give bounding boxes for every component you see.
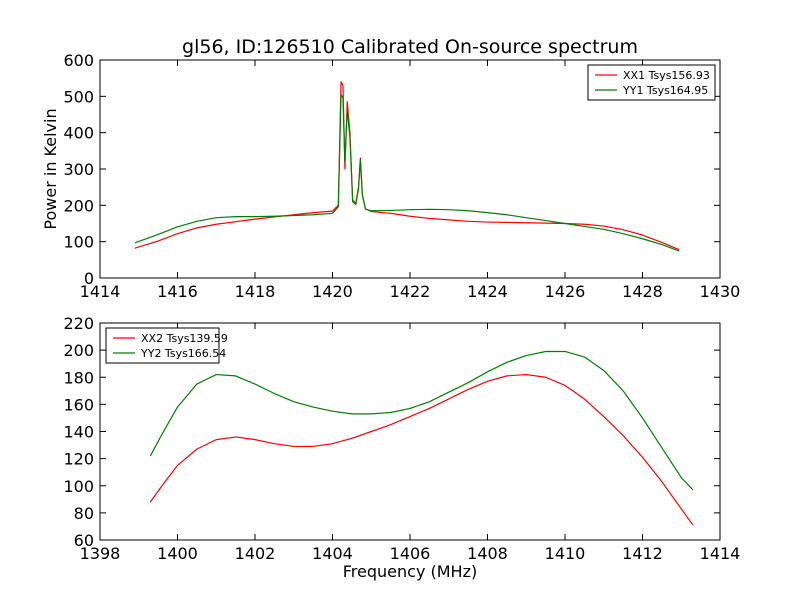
x-tick-label: 1420 [312,282,353,301]
y-tick-label: 100 [63,233,94,252]
legend-box [105,327,220,364]
y-tick-label: 180 [63,368,94,387]
y-tick-label: 400 [63,124,94,143]
series-line-2 [149,350,694,491]
y-tick-label: 60 [74,531,94,550]
y-tick-label: 500 [63,87,94,106]
legend: XX1 Tsys156.93 YY1 Tsys164.95 [587,64,716,101]
legend-label: YY1 Tsys164.95 [622,84,708,97]
x-tick-label: 1430 [700,282,741,301]
x-tick-label: 1406 [390,544,431,563]
y-tick-label: 120 [63,450,94,469]
x-tick-label: 1426 [545,282,586,301]
y-axis-label: Power in Kelvin [41,108,60,229]
x-tick-label: 1408 [467,544,508,563]
x-tick-label: 1416 [157,282,198,301]
x-axis-label: Frequency (MHz) [343,562,477,581]
x-tick-label: 1422 [390,282,431,301]
x-tick-label: 1398 [80,544,121,563]
x-tick-label: 1414 [700,544,741,563]
x-tick-label: 1402 [235,544,276,563]
series-line-1 [149,373,694,526]
legend-box [587,64,716,101]
chart-panel-1: 1414 1416 1418 1420 1422 1424 1426 1428 1430 0 100… [41,51,740,301]
chart-panel-2: 1398 1400 1402 1404 1406 1408 1410 1412 1414 60 80… [63,314,740,581]
legend-label: XX1 Tsys156.93 [623,69,710,82]
x-tick-label: 1418 [235,282,276,301]
y-tick-label: 160 [63,395,94,414]
x-tick-label: 1424 [467,282,508,301]
legend-label: XX2 Tsys139.59 [141,332,228,345]
series-line-2 [134,93,680,252]
x-tick-label: 1410 [545,544,586,563]
legend: XX2 Tsys139.59 YY2 Tsys166.54 [105,327,228,364]
x-tick-label: 1400 [157,544,198,563]
x-tick-label: 1428 [622,282,663,301]
legend-label: YY2 Tsys166.54 [140,347,226,360]
x-tick-label: 1412 [622,544,663,563]
panels: 1414 1416 1418 1420 1422 1424 1426 1428 1430 0 100… [41,51,740,581]
y-tick-label: 0 [84,269,94,288]
y-tick-label: 600 [63,51,94,70]
y-tick-label: 80 [74,504,94,523]
y-tick-label: 140 [63,423,94,442]
y-tick-label: 100 [63,477,94,496]
x-tick-label: 1414 [80,282,121,301]
x-tick-label: 1404 [312,544,353,563]
y-tick-label: 300 [63,160,94,179]
chart-title: gl56, ID:126510 Calibrated On-source spe… [182,36,638,58]
y-tick-label: 220 [63,314,94,333]
y-tick-label: 200 [63,341,94,360]
y-tick-label: 200 [63,196,94,215]
